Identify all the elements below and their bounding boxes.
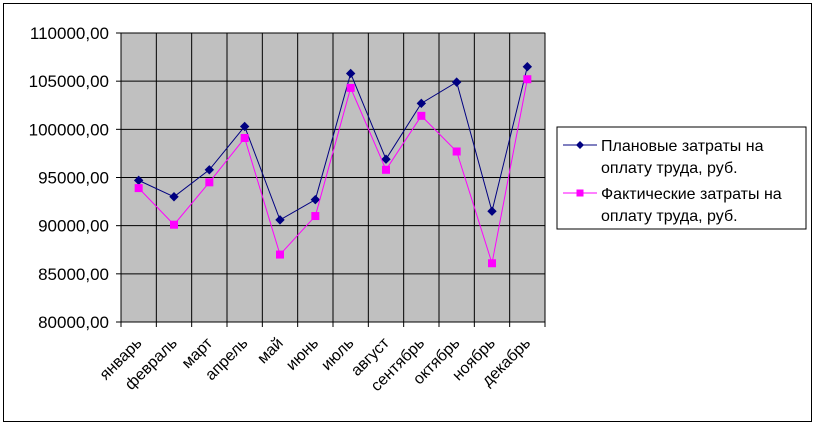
data-point [240,134,249,143]
data-point [170,220,178,229]
legend-marker [576,189,584,197]
data-point [310,194,321,205]
legend-box [556,126,807,230]
series-line [138,66,528,221]
data-point [523,75,532,84]
data-point [417,111,426,120]
data-point [522,62,533,72]
data-point [276,250,284,259]
legend-label: Плановые затраты на [601,138,764,155]
axes [116,32,546,327]
series-1 [133,62,533,225]
data-point [346,83,355,92]
data-point [311,212,320,221]
series [133,62,533,268]
legend-label: Фактические затраты на [601,186,782,203]
data-point [488,259,496,268]
legend-item-1: Плановые затраты на оплату труда, руб. [563,138,764,177]
y-tick-label: 90000,00 [38,217,109,236]
y-tick-label: 110000,00 [30,24,109,43]
data-point [345,68,356,79]
data-point [239,121,250,132]
data-point [381,154,391,164]
legend-marker [576,141,584,149]
data-point [487,206,497,216]
data-point [169,192,179,202]
y-tick-label: 85000,00 [38,265,109,284]
series-line [138,79,528,264]
y-tick-label: 100000,00 [29,120,109,139]
data-point [382,165,390,174]
data-point [204,165,215,175]
legend-label: оплату труда, руб. [601,208,738,225]
y-tick-labels: 110000,00 105000,00 100000,00 95000,00 90000… [29,24,109,332]
data-point [205,178,214,187]
data-point [451,77,462,87]
y-tick-label: 80000,00 [38,313,109,332]
data-point [275,215,285,225]
y-tick-label: 95000,00 [38,169,109,188]
data-point [452,147,461,156]
series-2 [134,75,532,268]
legend-label: оплату труда, руб. [601,160,738,177]
y-tick-label: 105000,00 [29,72,109,91]
data-point [416,98,427,109]
grid-lines [120,32,546,323]
data-point [134,184,143,193]
legend-item-2: Фактические затраты на оплату труда, руб. [563,186,782,225]
